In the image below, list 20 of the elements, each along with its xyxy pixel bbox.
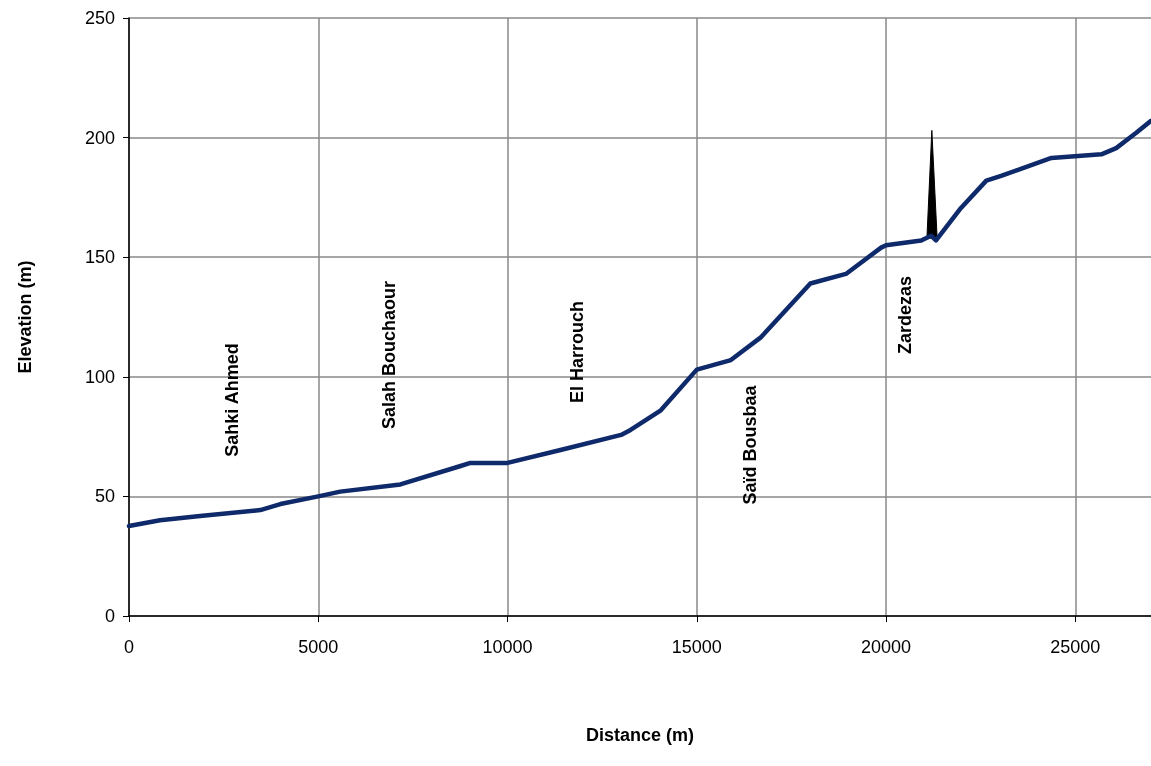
annotation: Saïd Bousbaa — [740, 384, 760, 505]
x-tick-label: 0 — [123, 637, 135, 657]
y-tick-label: 250 — [84, 8, 115, 28]
annotation: Zardezas — [895, 275, 915, 355]
y-tick-label: 50 — [94, 486, 115, 507]
x-tick-label: 20000 — [861, 637, 912, 657]
x-tick-label: 25000 — [1050, 637, 1101, 657]
y-tick-label: 200 — [84, 127, 115, 148]
y-tick-label: 0 — [104, 606, 115, 626]
x-tick-label: 5000 — [298, 637, 339, 657]
y-tick-label: 150 — [84, 247, 115, 268]
line-series — [126, 118, 1151, 529]
y-tick-label: 100 — [84, 366, 115, 387]
annotation: El Harrouch — [567, 300, 587, 404]
x-tick-label: 15000 — [671, 637, 722, 657]
x-axis-title: Distance (m) — [585, 725, 695, 745]
annotation: Sahki Ahmed — [222, 343, 242, 457]
y-axis-title: Elevation (m) — [15, 260, 35, 374]
annotation: Salah Bouchaour — [379, 280, 399, 430]
x-tick-label: 10000 — [482, 637, 533, 657]
